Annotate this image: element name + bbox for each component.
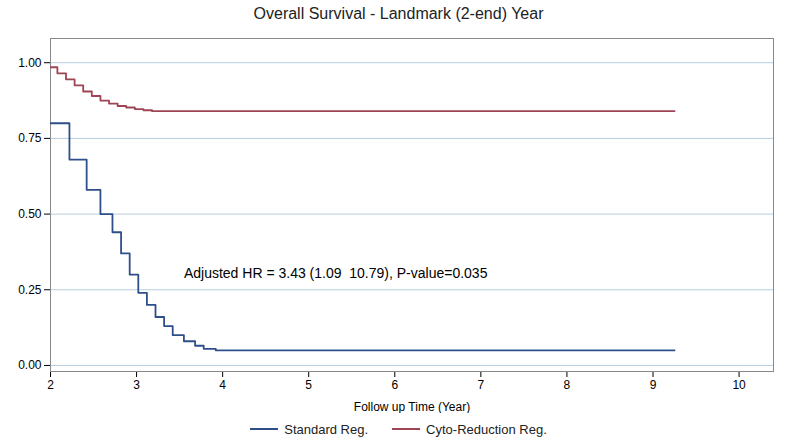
svg-text:9: 9 <box>650 378 657 392</box>
svg-text:0.00: 0.00 <box>18 358 42 372</box>
svg-text:1.00: 1.00 <box>18 56 42 70</box>
svg-text:0.75: 0.75 <box>18 131 42 145</box>
svg-text:10: 10 <box>732 378 746 392</box>
html-text:Overall Survival - Landmark (2: Overall Survival - Landmark (2-end) Year <box>253 5 544 22</box>
svg-text:Follow up Time (Year): Follow up Time (Year) <box>354 400 470 414</box>
svg-text:2: 2 <box>47 378 54 392</box>
svg-text:Adjusted HR = 3.43 (1.09 10.7: Adjusted HR = 3.43 (1.09 10.79), P-value… <box>184 265 488 281</box>
svg-text:6: 6 <box>391 378 398 392</box>
svg-text:0.50: 0.50 <box>18 207 42 221</box>
svg-text:5: 5 <box>305 378 312 392</box>
html-text:Cyto-Reduction Reg.: Cyto-Reduction Reg. <box>426 421 547 437</box>
svg-text:0.25: 0.25 <box>18 283 42 297</box>
svg-text:3: 3 <box>133 378 140 392</box>
html-text:Standard Reg.: Standard Reg. <box>284 421 369 437</box>
svg-text:4: 4 <box>219 378 226 392</box>
svg-text:8: 8 <box>564 378 571 392</box>
svg-text:7: 7 <box>478 378 485 392</box>
